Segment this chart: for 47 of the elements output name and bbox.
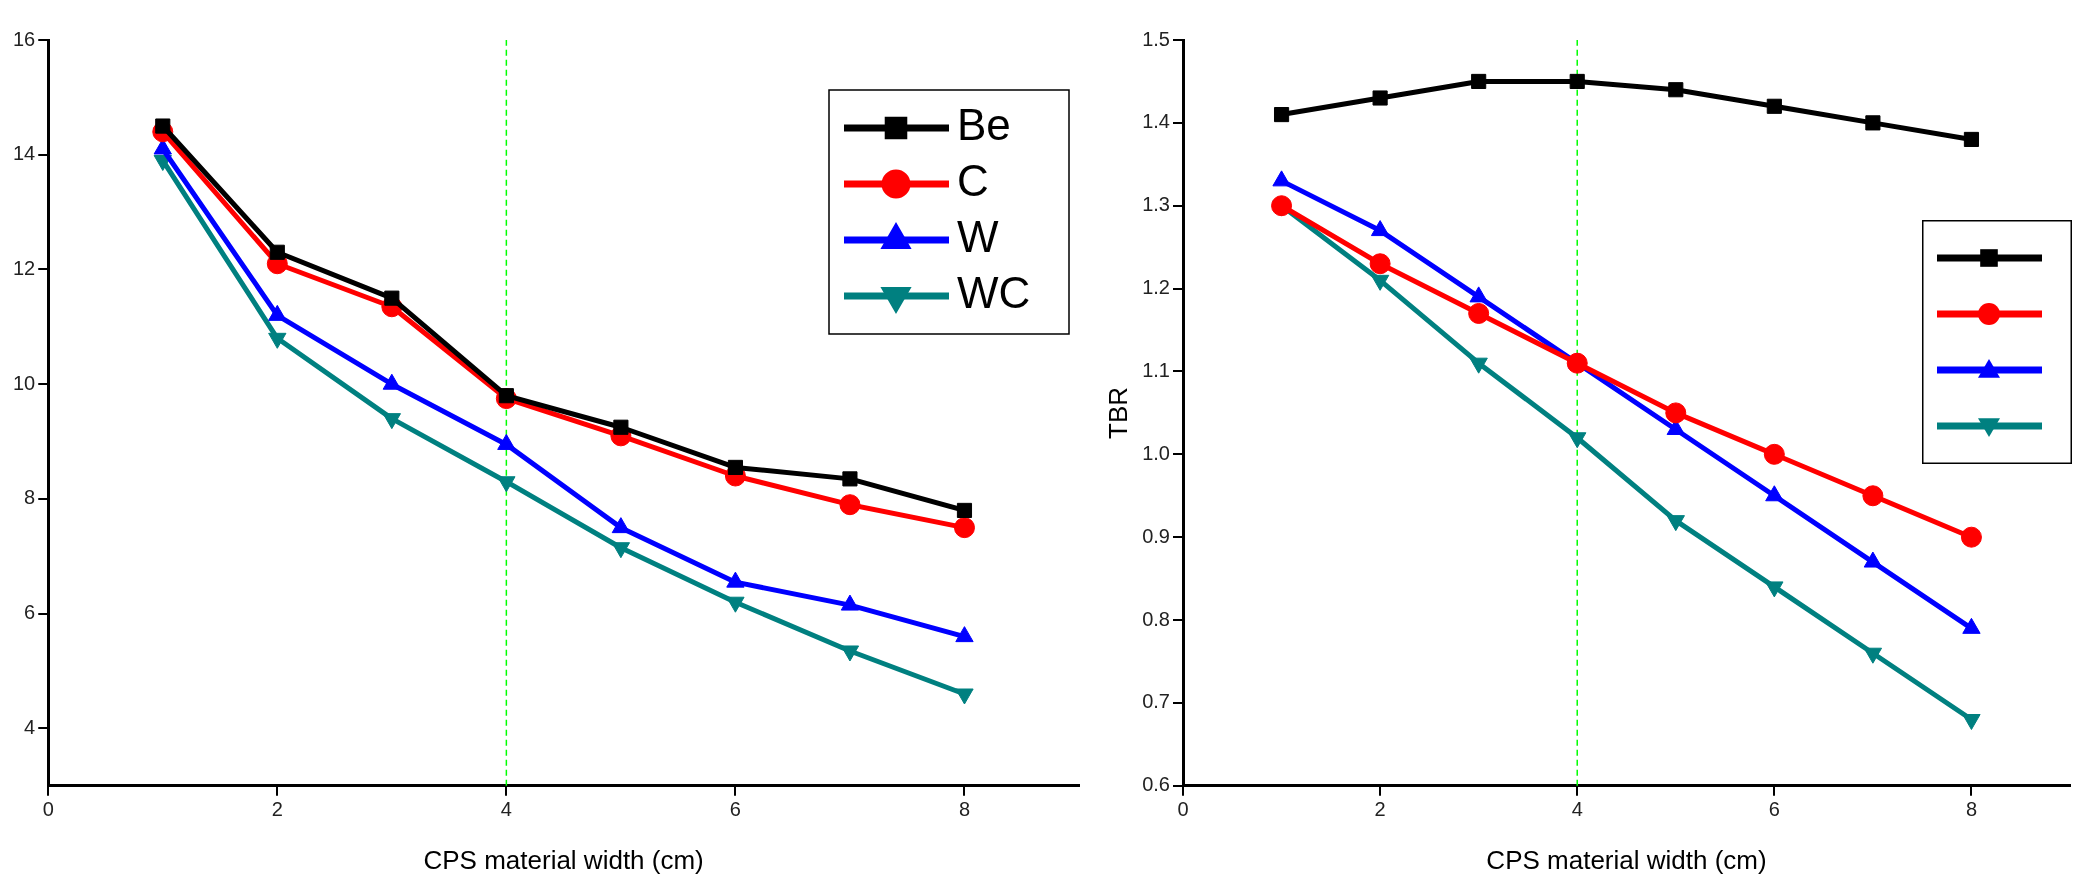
legend-label: Be (957, 100, 1011, 150)
point (842, 471, 858, 487)
y-tick-label: 14 (13, 142, 36, 165)
x-tick-label: 4 (1571, 798, 1583, 821)
x-tick-label: 2 (1374, 798, 1386, 821)
point (269, 244, 285, 260)
x-tick-label: 4 (500, 798, 512, 821)
y-tick-label: 0.6 (1142, 773, 1170, 796)
x-tick-label: 8 (958, 798, 971, 821)
y-tick-label: 1.3 (1142, 193, 1170, 216)
point (611, 517, 631, 534)
y-tick-label: 12 (13, 256, 36, 279)
y-tick-label: 1.5 (1142, 27, 1170, 50)
point (384, 290, 400, 306)
x-tick-label: 2 (271, 798, 283, 821)
point (839, 494, 861, 516)
x-tick-label: 6 (729, 798, 741, 821)
x-axis-title: CPS material width (cm) (423, 844, 704, 875)
y-tick-label: 1.4 (1142, 110, 1170, 133)
y-tick-label: 1.2 (1142, 276, 1170, 299)
y-tick-label: 0.9 (1142, 524, 1170, 547)
y-tick-label: 0.8 (1142, 607, 1170, 630)
legend-label: C (957, 156, 989, 206)
point (956, 502, 973, 518)
legend-label: W (957, 212, 999, 262)
y-tick-label: 1.1 (1142, 358, 1170, 381)
x-tick-label: 0 (1177, 798, 1189, 821)
point (840, 594, 860, 611)
x-tick-label: 6 (1768, 798, 1780, 821)
point (953, 517, 975, 539)
legend-label: WC (957, 268, 1031, 318)
point (726, 571, 745, 588)
x-tick-label: 0 (42, 798, 54, 821)
point (955, 626, 974, 643)
point (268, 332, 287, 349)
y-tick-label: 4 (24, 715, 36, 738)
y-tick-label: 16 (13, 27, 36, 50)
y-axis-title: TBR (1102, 386, 1133, 439)
y-tick-label: 1.0 (1142, 441, 1170, 464)
y-tick-label: 8 (24, 486, 36, 509)
point (613, 419, 629, 435)
x-axis-title: CPS material width (cm) (1486, 844, 1767, 875)
x-tick-label: 8 (1965, 798, 1978, 821)
point (727, 459, 743, 475)
y-tick-label: 10 (13, 371, 36, 394)
y-tick-label: 0.7 (1142, 690, 1170, 713)
y-tick-label: 6 (24, 601, 36, 624)
